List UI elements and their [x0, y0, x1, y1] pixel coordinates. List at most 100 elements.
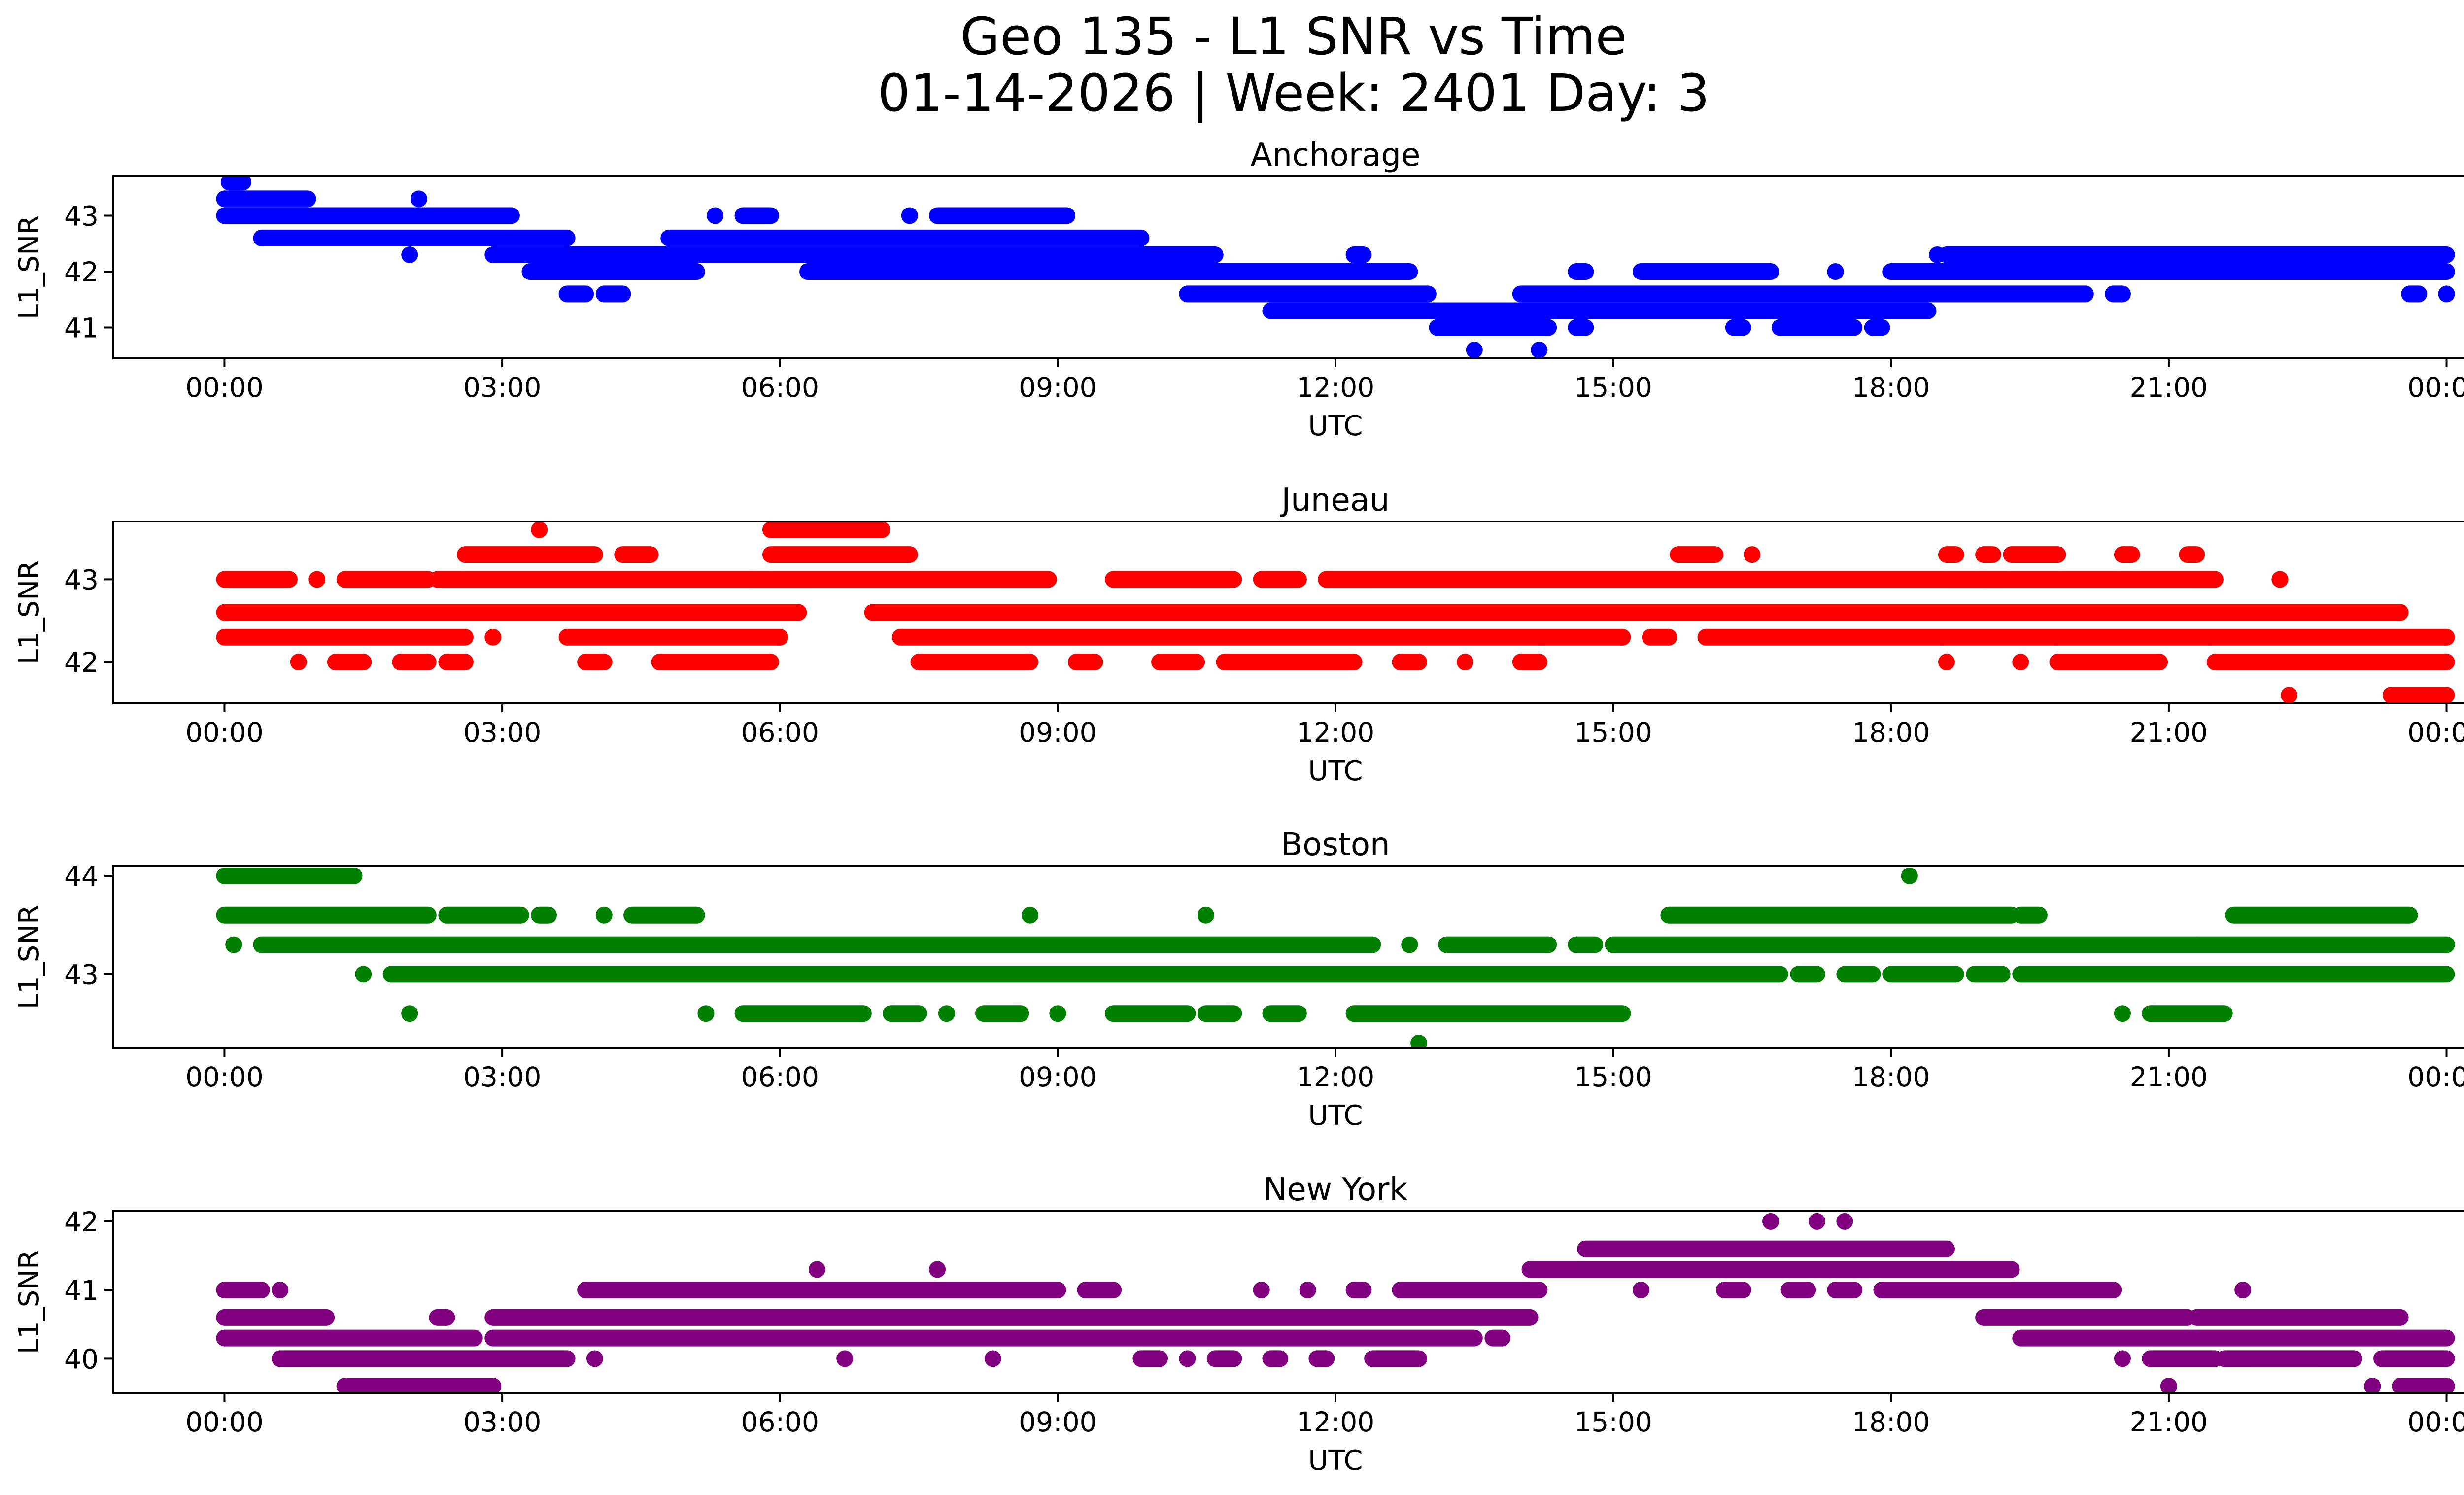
y-tick-label: 41 [64, 313, 99, 344]
anchorage-title: Anchorage [1251, 137, 1421, 174]
x-tick-label: 06:00 [741, 717, 819, 748]
data-point [225, 936, 242, 953]
x-tick-label: 18:00 [1852, 717, 1930, 748]
x-tick-label: 06:00 [741, 1406, 819, 1438]
data-point [2364, 1378, 2381, 1393]
x-tick-label: 09:00 [1019, 717, 1097, 748]
y-tick-label: 41 [64, 1275, 99, 1306]
boston-points [216, 867, 2455, 1048]
juneau-points [216, 522, 2455, 703]
y-tick-label: 43 [64, 959, 99, 990]
data-point [1410, 1035, 1428, 1048]
data-point [901, 207, 918, 224]
data-point [401, 246, 418, 263]
juneau-y-axis-label: L1_SNR [13, 560, 45, 664]
data-point [290, 654, 307, 671]
x-tick-label: 06:00 [741, 372, 819, 403]
data-point [272, 1282, 289, 1299]
new-york-y-axis-label: L1_SNR [13, 1250, 45, 1354]
data-point [308, 571, 326, 588]
x-tick-label: 21:00 [2130, 717, 2208, 748]
juneau-x-axis-label: UTC [1308, 755, 1363, 787]
data-point [1466, 341, 1483, 358]
x-tick-label: 15:00 [1574, 372, 1652, 403]
data-point [2114, 1350, 2131, 1367]
data-point [1401, 936, 1418, 953]
data-point [586, 1350, 603, 1367]
data-point [2012, 654, 2029, 671]
data-point [2160, 1378, 2177, 1393]
x-tick-label: 12:00 [1297, 1406, 1375, 1438]
new-york-x-axis-label: UTC [1308, 1445, 1363, 1477]
x-tick-label: 12:00 [1297, 372, 1375, 403]
data-point [2438, 285, 2455, 303]
data-point [1633, 1282, 1649, 1299]
data-point [1901, 867, 1918, 884]
x-tick-label: 15:00 [1574, 1061, 1652, 1093]
data-point [929, 1261, 946, 1278]
x-tick-label: 00:00 [185, 1061, 264, 1093]
data-point [531, 522, 548, 538]
x-tick-label: 18:00 [1852, 372, 1930, 403]
x-tick-label: 09:00 [1019, 1061, 1097, 1093]
data-point [595, 906, 613, 924]
data-point [697, 1005, 715, 1022]
data-point [1808, 1213, 1825, 1230]
x-tick-label: 21:00 [2130, 372, 2208, 403]
juneau-title: Juneau [1279, 482, 1389, 519]
y-tick-label: 43 [64, 564, 99, 595]
x-tick-label: 06:00 [741, 1061, 819, 1093]
anchorage-x-axis-label: UTC [1308, 410, 1363, 442]
x-tick-label: 00:00 [185, 372, 264, 403]
data-point [707, 207, 724, 224]
x-tick-label: 12:00 [1297, 717, 1375, 748]
data-point [1049, 1005, 1066, 1022]
data-point [2114, 1005, 2131, 1022]
data-point [1022, 906, 1038, 924]
x-tick-label: 03:00 [463, 1406, 542, 1438]
new-york-title: New York [1263, 1172, 1407, 1208]
y-tick-label: 44 [64, 861, 99, 892]
data-point [1253, 1282, 1270, 1299]
x-tick-label: 15:00 [1574, 1406, 1652, 1438]
x-tick-label: 09:00 [1019, 372, 1097, 403]
x-tick-label: 03:00 [463, 1061, 542, 1093]
data-point [1197, 906, 1214, 924]
x-tick-label: 15:00 [1574, 717, 1652, 748]
data-point [1762, 1213, 1780, 1230]
anchorage-panel: 00:00 03:00 06:00 09:00 12:00 15:00 18:00 21:00… [13, 137, 2464, 442]
data-point [411, 190, 427, 208]
x-tick-label: 09:00 [1019, 1406, 1097, 1438]
x-tick-label: 21:00 [2130, 1061, 2208, 1093]
boston-panel: 00:00 03:00 06:00 09:00 12:00 15:00 18:00 21:00… [13, 827, 2464, 1132]
boston-y-axis-label: L1_SNR [13, 905, 45, 1009]
data-point [2271, 571, 2289, 588]
y-tick-label: 42 [64, 1206, 99, 1238]
x-tick-label: 00:00 [185, 1406, 264, 1438]
x-tick-label: 00:00 [2407, 717, 2464, 748]
x-tick-label: 00:00 [2407, 1406, 2464, 1438]
data-point [2281, 687, 2298, 703]
x-tick-label: 03:00 [463, 372, 542, 403]
data-point [1179, 1350, 1196, 1367]
subplots: 00:00 03:00 06:00 09:00 12:00 15:00 18:00 21:00… [13, 137, 2464, 1477]
data-point [1744, 546, 1761, 563]
x-tick-label: 18:00 [1852, 1406, 1930, 1438]
data-point [2234, 1282, 2252, 1299]
data-point [1836, 1213, 1853, 1230]
data-point [355, 966, 372, 983]
anchorage-y-axis-label: L1_SNR [13, 215, 45, 319]
x-tick-label: 00:00 [185, 717, 264, 748]
data-point [984, 1350, 1001, 1367]
figure-subtitle: 01-14-2026 | Week: 2401 Day: 3 [878, 63, 1710, 123]
data-point [938, 1005, 955, 1022]
x-tick-label: 00:00 [2407, 372, 2464, 403]
new-york-panel: 00:00 03:00 06:00 09:00 12:00 15:00 18:00 21:00… [13, 1172, 2464, 1477]
data-point [808, 1261, 825, 1278]
y-tick-label: 42 [64, 256, 99, 288]
data-point [1457, 654, 1474, 671]
x-tick-label: 12:00 [1297, 1061, 1375, 1093]
data-point [1299, 1282, 1316, 1299]
